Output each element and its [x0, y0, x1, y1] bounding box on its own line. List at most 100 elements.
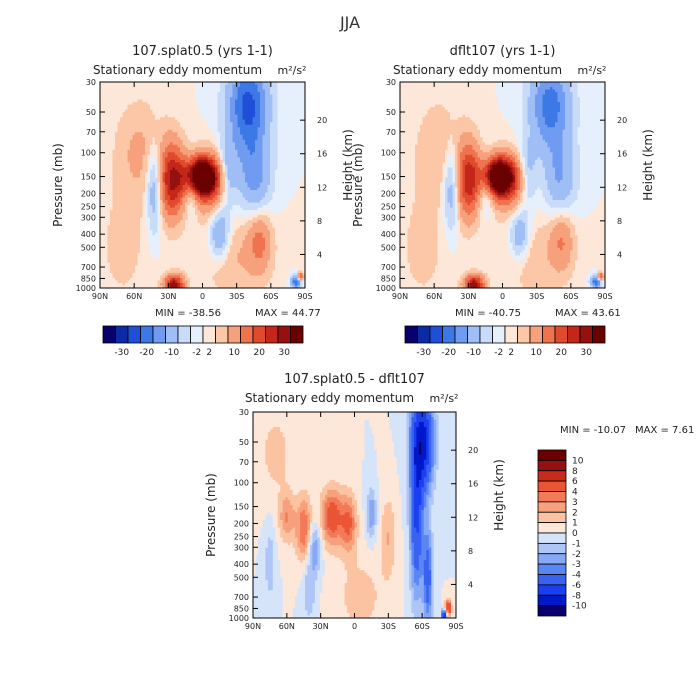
colorbar-label: -20	[441, 348, 456, 358]
colorbar-label: 1	[572, 519, 578, 529]
colorbar-swatch	[530, 326, 543, 343]
y2-tick-label: 8	[468, 547, 473, 556]
y-tick-label: 300	[81, 213, 96, 222]
colorbar-swatch	[538, 554, 566, 564]
y-tick-label: 850	[81, 274, 96, 283]
colorbar-swatch	[505, 326, 518, 343]
panel-subtitle: Stationary eddy momentum	[393, 63, 562, 77]
y-tick-label: 100	[381, 149, 396, 158]
y-tick-label: 1000	[376, 284, 396, 293]
colorbar-label: 20	[556, 348, 568, 358]
colorbar-label: -3	[572, 560, 581, 570]
y-tick-label: 250	[234, 533, 249, 542]
panel-units: m²/s²	[430, 392, 459, 405]
y-axis-label: Pressure (mb)	[204, 473, 218, 557]
colorbar-swatch	[266, 326, 279, 343]
y-tick-label: 200	[381, 189, 396, 198]
y2-tick-label: 8	[317, 217, 322, 226]
y2-tick-label: 4	[468, 580, 473, 589]
panel-title: dflt107 (yrs 1-1)	[450, 44, 556, 59]
y-tick-label: 250	[381, 203, 396, 212]
y-tick-label: 70	[386, 128, 396, 137]
colorbar-label: 0	[572, 529, 578, 539]
x-tick-label: 30N	[460, 292, 476, 301]
y-tick-label: 400	[81, 230, 96, 239]
colorbar-label: -2	[572, 550, 581, 560]
colorbar-swatch	[203, 326, 216, 343]
panel-2: dflt107 (yrs 1-1) Stationary eddy momentu…	[351, 44, 655, 358]
panel-title: 107.splat0.5 - dflt107	[284, 372, 425, 387]
figure: JJA 107.splat0.5 (yrs 1-1)Stationary edd…	[0, 0, 700, 700]
max-label: MAX = 43.61	[555, 308, 621, 319]
colorbar-label: 6	[572, 477, 578, 487]
colorbar-swatch	[538, 543, 566, 553]
y2-tick-label: 20	[468, 446, 478, 455]
y-tick-label: 50	[386, 108, 396, 117]
colorbar-label: -2	[192, 348, 201, 358]
y-tick-label: 150	[81, 173, 96, 182]
colorbar-swatch	[555, 326, 568, 343]
colorbar-swatch	[538, 595, 566, 605]
y-tick-label: 400	[234, 560, 249, 569]
y-tick-label: 700	[234, 593, 249, 602]
colorbar-swatch	[480, 326, 493, 343]
x-tick-label: 60N	[126, 292, 142, 301]
y-tick-label: 150	[234, 503, 249, 512]
x-tick-label: 60S	[563, 292, 578, 301]
x-tick-label: 30N	[313, 622, 329, 631]
colorbar-label: 8	[572, 467, 578, 477]
colorbar-swatch	[493, 326, 506, 343]
y2-tick-label: 4	[617, 250, 622, 259]
colorbar-label: -2	[494, 348, 503, 358]
colorbar-swatch	[538, 471, 566, 481]
panels: 107.splat0.5 (yrs 1-1)Stationary eddy mo…	[51, 44, 694, 631]
heatmap-cells	[400, 82, 605, 288]
panel-1: 107.splat0.5 (yrs 1-1)Stationary eddy mo…	[51, 44, 355, 358]
colorbar-swatch	[443, 326, 456, 343]
colorbar-swatch	[178, 326, 191, 343]
x-tick-label: 90S	[297, 292, 312, 301]
min-label: MIN = -10.07	[560, 425, 626, 436]
y2-tick-label: 20	[317, 116, 327, 125]
colorbar-swatch	[116, 326, 129, 343]
colorbar-label: -10	[466, 348, 481, 358]
x-tick-label: 90S	[597, 292, 612, 301]
y2-tick-label: 4	[317, 250, 322, 259]
y2-tick-label: 16	[317, 150, 327, 159]
x-tick-label: 30S	[381, 622, 396, 631]
y2-axis-label: Height (km)	[492, 459, 506, 530]
colorbar-label: -8	[572, 591, 581, 601]
y-tick-label: 150	[381, 173, 396, 182]
y-tick-label: 30	[386, 78, 396, 87]
colorbar-label: -1	[572, 539, 581, 549]
panel-subtitle: Stationary eddy momentum	[245, 391, 414, 405]
x-tick-label: 60N	[279, 622, 295, 631]
y-tick-label: 500	[81, 243, 96, 252]
y-tick-label: 70	[239, 458, 249, 467]
y-tick-label: 200	[234, 519, 249, 528]
colorbar-swatch	[538, 460, 566, 470]
colorbar-swatch	[538, 481, 566, 491]
colorbar-swatch	[538, 450, 566, 460]
x-tick-label: 90N	[245, 622, 261, 631]
panel-subtitle: Stationary eddy momentum	[93, 63, 262, 77]
colorbar-swatch	[216, 326, 229, 343]
colorbar-label: -6	[572, 581, 581, 591]
colorbar-swatch	[543, 326, 556, 343]
y-tick-label: 500	[381, 243, 396, 252]
colorbar-label: 10	[229, 348, 241, 358]
colorbar-swatch	[228, 326, 241, 343]
colorbar-swatch	[128, 326, 141, 343]
y2-tick-label: 16	[468, 480, 478, 489]
y-axis-label: Pressure (mb)	[351, 143, 365, 227]
y-tick-label: 200	[81, 189, 96, 198]
colorbar-swatch	[153, 326, 166, 343]
y2-tick-label: 16	[617, 150, 627, 159]
y-tick-label: 250	[81, 203, 96, 212]
y2-tick-label: 20	[617, 116, 627, 125]
y2-tick-label: 8	[617, 217, 622, 226]
x-tick-label: 90N	[92, 292, 108, 301]
colorbar-swatch	[538, 502, 566, 512]
x-tick-label: 0	[352, 622, 357, 631]
